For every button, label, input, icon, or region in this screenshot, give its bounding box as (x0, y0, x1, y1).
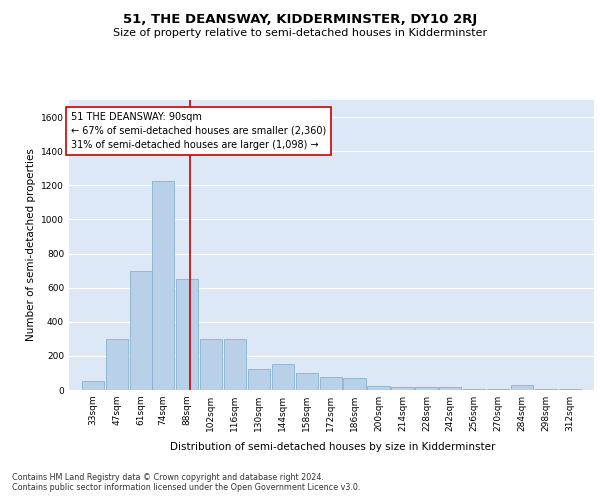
Text: 51 THE DEANSWAY: 90sqm
← 67% of semi-detached houses are smaller (2,360)
31% of : 51 THE DEANSWAY: 90sqm ← 67% of semi-det… (71, 112, 326, 150)
Text: Distribution of semi-detached houses by size in Kidderminster: Distribution of semi-detached houses by … (170, 442, 496, 452)
Bar (535, 389, 557, 390)
Bar (367, 386, 389, 390)
Y-axis label: Number of semi-detached properties: Number of semi-detached properties (26, 148, 35, 342)
Bar (511, 385, 533, 390)
Bar (176, 279, 198, 390)
Bar (130, 270, 152, 390)
Text: Size of property relative to semi-detached houses in Kidderminster: Size of property relative to semi-detach… (113, 28, 487, 38)
Text: 51, THE DEANSWAY, KIDDERMINSTER, DY10 2RJ: 51, THE DEANSWAY, KIDDERMINSTER, DY10 2R… (123, 12, 477, 26)
Bar (391, 386, 413, 390)
Text: Contains HM Land Registry data © Crown copyright and database right 2024.
Contai: Contains HM Land Registry data © Crown c… (12, 472, 361, 492)
Bar (224, 339, 246, 390)
Bar (248, 368, 270, 390)
Bar (200, 339, 222, 390)
Bar (106, 339, 128, 390)
Bar (272, 364, 294, 390)
Bar (415, 386, 437, 390)
Bar (343, 378, 366, 390)
Bar (559, 389, 581, 390)
Bar (296, 373, 318, 390)
Bar (487, 389, 509, 390)
Bar (463, 389, 485, 390)
Bar (152, 181, 174, 390)
Bar (320, 377, 342, 390)
Bar (82, 382, 104, 390)
Bar (439, 388, 461, 390)
